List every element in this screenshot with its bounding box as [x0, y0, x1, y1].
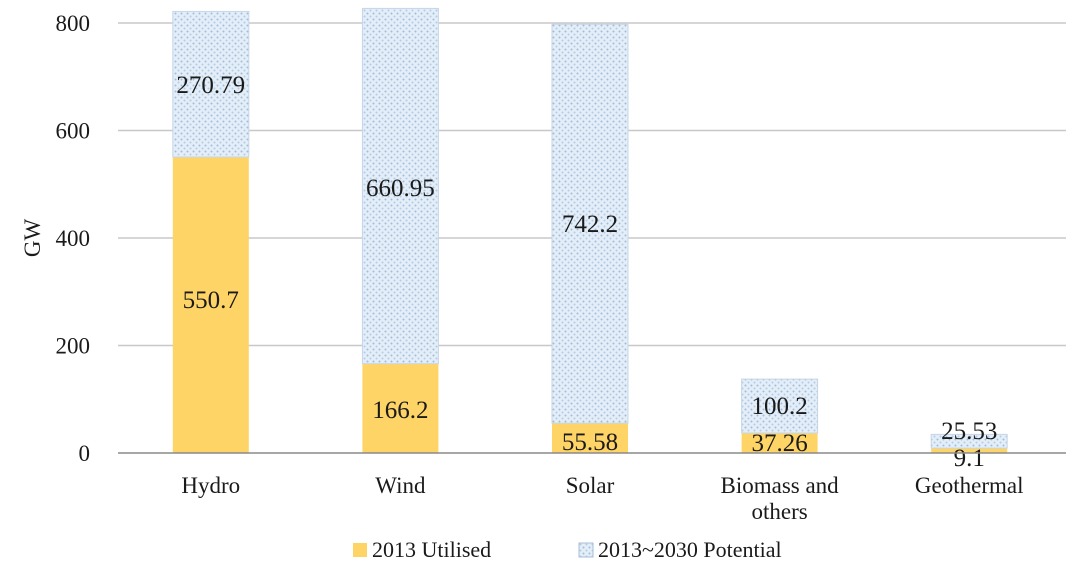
legend-item: 2013~2030 Potential: [578, 537, 782, 562]
bar-utilised: [931, 448, 1008, 453]
x-tick-label-line: Hydro: [181, 473, 240, 498]
x-tick-label: Hydro: [181, 473, 240, 498]
y-tick-label: 200: [56, 334, 91, 359]
x-tick-label: Wind: [375, 473, 426, 498]
bar-potential: [551, 23, 629, 424]
legend-label: 2013 Utilised: [372, 537, 491, 562]
data-label-potential: 660.95: [366, 175, 435, 202]
x-tick-label-line: Wind: [375, 473, 426, 498]
x-tick-label-line: Solar: [566, 473, 615, 498]
x-tick-label-line: Biomass and: [720, 473, 839, 498]
legend-label: 2013~2030 Potential: [598, 537, 782, 562]
bar-potential: [930, 433, 1008, 449]
y-tick-label: 400: [56, 226, 91, 251]
data-label-utilised: 9.1: [954, 445, 985, 472]
data-label-potential: 270.79: [176, 72, 245, 99]
y-tick-label: 0: [79, 441, 91, 466]
x-tick-label: Biomass and others: [720, 473, 839, 524]
x-tick-label-line: others: [751, 499, 807, 524]
y-tick-label: 800: [56, 11, 91, 36]
legend-swatch: [353, 543, 367, 557]
x-tick-label: Geothermal: [915, 473, 1024, 498]
bar-utilised: [552, 423, 628, 453]
axes: 0 200 400 600 800 GW Hydro Wind Solar Biomass and…: [20, 11, 1066, 524]
bar-potential: [172, 10, 250, 158]
legend-swatch: [578, 542, 594, 558]
bar-potential: [361, 7, 439, 365]
data-label-potential: 742.2: [562, 211, 618, 238]
data-label-potential: 100.2: [751, 393, 807, 420]
legend: 2013 Utilised 2013~2030 Potential: [353, 537, 782, 562]
bar-potential: [741, 378, 819, 434]
data-label-utilised: 166.2: [372, 397, 428, 424]
data-label-utilised: 550.7: [183, 287, 239, 314]
bar-utilised: [362, 363, 439, 453]
x-tick-label-line: Geothermal: [915, 473, 1024, 498]
data-label-utilised: 55.58: [562, 429, 618, 456]
data-label-potential: 25.53: [941, 418, 997, 445]
x-tick-label: Solar: [566, 473, 615, 498]
y-tick-label: 600: [56, 119, 91, 144]
legend-item: 2013 Utilised: [353, 537, 491, 562]
bar-utilised: [172, 156, 249, 453]
y-axis-label: GW: [20, 219, 45, 258]
bar-utilised: [741, 432, 818, 453]
bars: [172, 7, 1008, 453]
